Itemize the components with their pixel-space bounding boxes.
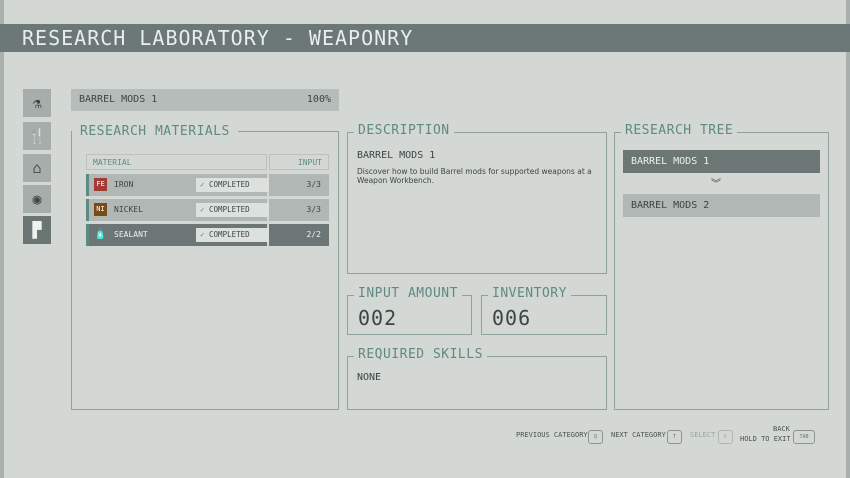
input-amount-value: 002 <box>358 306 398 330</box>
input-amount-panel: INPUT AMOUNT 002 <box>347 286 472 335</box>
next-category-label: NEXT CATEGORY <box>611 431 666 439</box>
flask-icon: ⚗ <box>32 94 42 112</box>
previous-category-label: PREVIOUS CATEGORY <box>516 431 588 439</box>
status-badge: ✓ COMPLETED <box>196 203 269 217</box>
category-equipment[interactable]: ◉ <box>23 185 51 213</box>
description-text: Discover how to build Barrel mods for su… <box>357 167 592 185</box>
project-progress: 100% <box>306 94 331 105</box>
category-weaponry[interactable]: ▛ <box>23 216 51 244</box>
category-outpost[interactable]: ⌂ <box>23 154 51 182</box>
category-cooking[interactable]: 🍴 <box>23 122 51 150</box>
status-badge: ✓ COMPLETED <box>196 228 269 242</box>
panel-title: RESEARCH TREE <box>621 123 738 138</box>
bottle-icon: 🧴 <box>94 229 107 240</box>
previous-category-key[interactable]: Q <box>588 430 603 444</box>
col-input: INPUT <box>269 154 329 170</box>
material-input: 3/3 <box>269 199 329 221</box>
material-input: 3/3 <box>269 174 329 196</box>
tree-node-barrel-mods-1[interactable]: BARREL MODS 1 <box>623 150 820 173</box>
material-name: SEALANT <box>114 230 148 239</box>
material-input: 2/2 <box>269 224 329 246</box>
inventory-panel: INVENTORY 006 <box>481 286 607 335</box>
material-row-nickel[interactable]: NI NICKEL ✓ COMPLETED 3/3 <box>86 199 329 221</box>
required-skills-panel: REQUIRED SKILLS NONE <box>347 347 607 410</box>
pistol-icon: ▛ <box>32 221 42 239</box>
next-category-key[interactable]: T <box>667 430 682 444</box>
panel-title: DESCRIPTION <box>354 123 454 138</box>
category-food-research[interactable]: ⚗ <box>23 89 51 117</box>
chevron-down-icon: ︾ <box>711 179 721 190</box>
description-panel: DESCRIPTION BARREL MODS 1 Discover how t… <box>347 123 607 274</box>
outpost-icon: ⌂ <box>32 159 42 177</box>
panel-title: INPUT AMOUNT <box>354 286 462 301</box>
inventory-value: 006 <box>492 306 532 330</box>
research-tree-panel: RESEARCH TREE <box>614 123 829 410</box>
panel-title: INVENTORY <box>488 286 571 301</box>
project-name: BARREL MODS 1 <box>79 94 158 105</box>
check-icon: ✓ <box>200 205 205 214</box>
material-row-sealant[interactable]: 🧴 SEALANT ✓ COMPLETED 2/2 <box>86 224 329 246</box>
materials-table-header: MATERIAL INPUT <box>86 154 329 170</box>
element-symbol: FE <box>94 178 107 191</box>
helmet-icon: ◉ <box>32 190 42 208</box>
hold-to-exit-label: HOLD TO EXIT <box>740 435 791 443</box>
panel-title: REQUIRED SKILLS <box>354 347 487 362</box>
check-icon: ✓ <box>200 180 205 189</box>
material-name: IRON <box>114 180 134 189</box>
material-name: NICKEL <box>114 205 143 214</box>
back-key[interactable]: TAB <box>793 430 815 444</box>
status-badge: ✓ COMPLETED <box>196 178 269 192</box>
col-material: MATERIAL <box>86 154 267 170</box>
research-materials-panel: RESEARCH MATERIALS <box>71 124 339 410</box>
panel-title: RESEARCH MATERIALS <box>76 124 234 139</box>
select-label: SELECT <box>690 431 716 439</box>
page-title: RESEARCH LABORATORY - WEAPONRY <box>0 24 850 52</box>
check-icon: ✓ <box>200 230 205 239</box>
description-heading: BARREL MODS 1 <box>357 150 436 161</box>
fork-spoon-icon: 🍴 <box>27 127 47 145</box>
back-label: BACK <box>773 425 790 433</box>
required-skills-value: NONE <box>357 372 382 383</box>
select-key[interactable]: E <box>718 430 733 444</box>
project-progress-bar: BARREL MODS 1 100% <box>71 89 339 111</box>
material-row-iron[interactable]: FE IRON ✓ COMPLETED 3/3 <box>86 174 329 196</box>
tree-node-barrel-mods-2[interactable]: BARREL MODS 2 <box>623 194 820 217</box>
element-symbol: NI <box>94 203 107 216</box>
